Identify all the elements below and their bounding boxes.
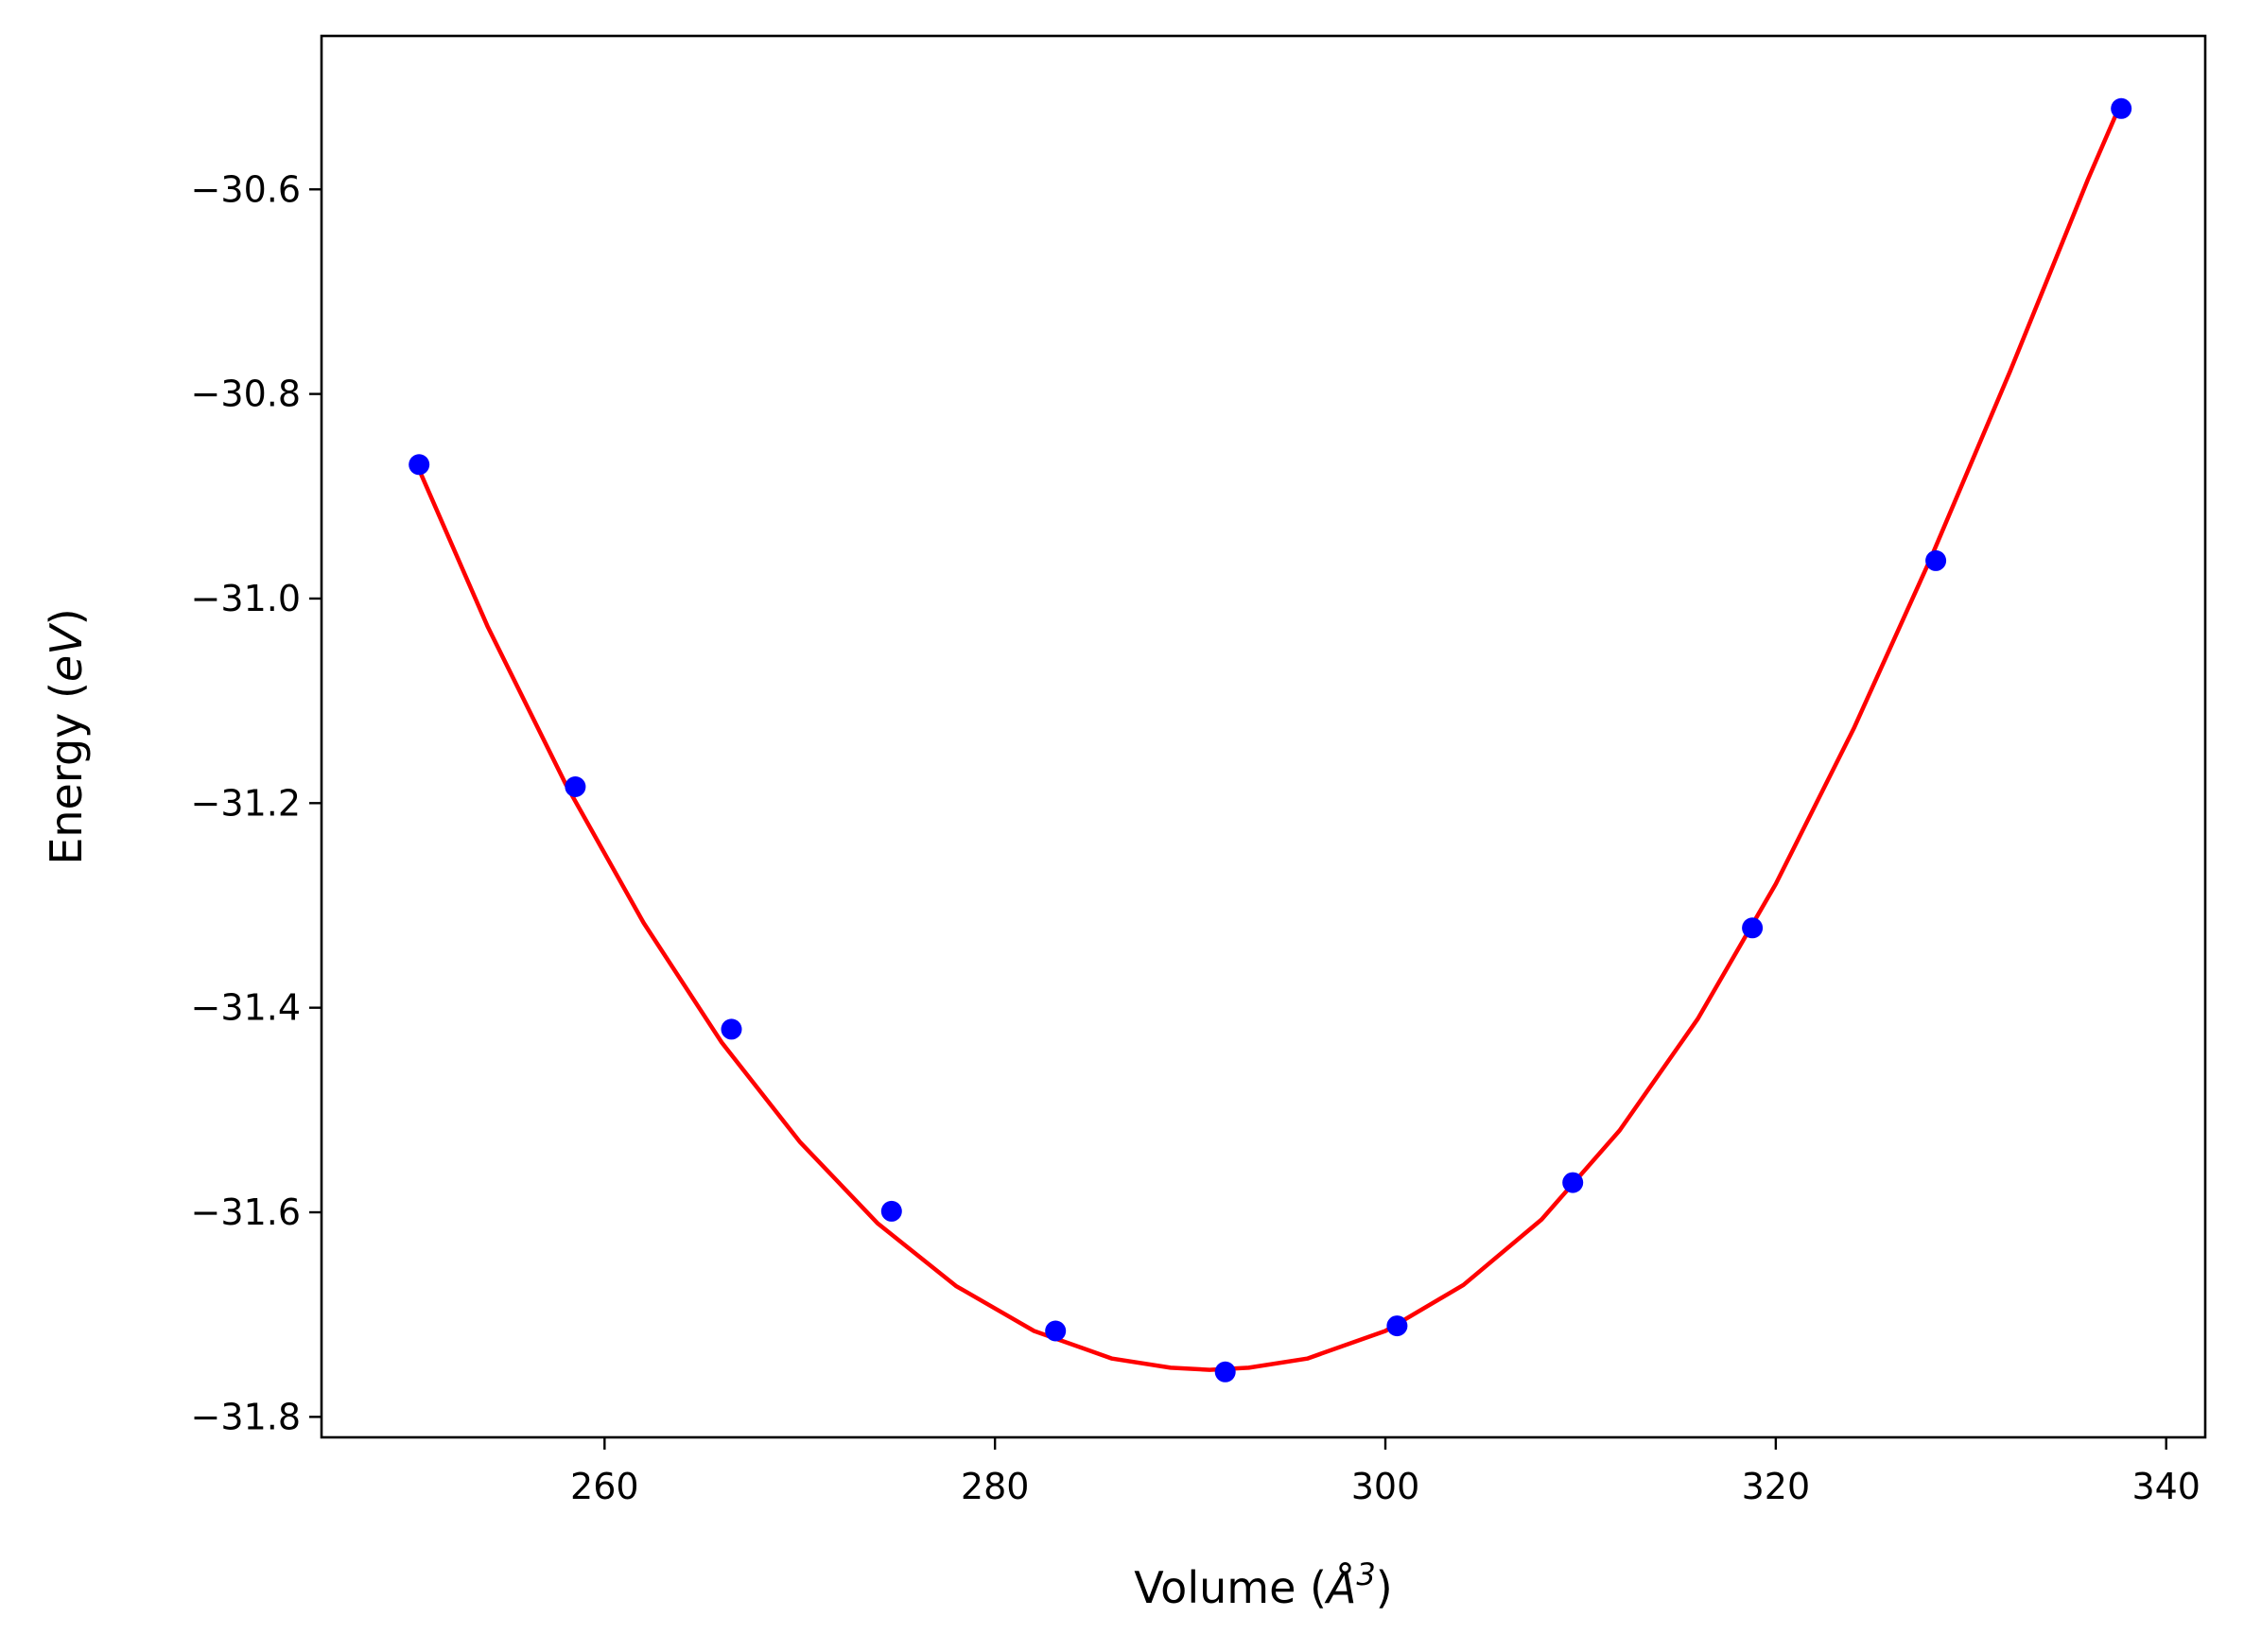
y-tick-label: −30.6 bbox=[191, 168, 301, 210]
data-point-7 bbox=[1386, 1315, 1408, 1337]
x-tick-label: 260 bbox=[570, 1466, 639, 1507]
plot-area bbox=[409, 97, 2132, 1382]
data-point-3 bbox=[721, 1018, 742, 1040]
data-point-11 bbox=[2111, 97, 2132, 119]
axes-frame bbox=[320, 34, 2207, 1439]
data-point-6 bbox=[1214, 1361, 1236, 1382]
y-axis-title: Energy (eV) bbox=[41, 608, 92, 864]
y-tick-label: −31.6 bbox=[191, 1191, 301, 1233]
y-tick-label: −31.4 bbox=[191, 987, 301, 1029]
data-point-1 bbox=[409, 454, 430, 476]
data-point-8 bbox=[1562, 1172, 1584, 1193]
data-point-2 bbox=[565, 776, 586, 797]
data-point-9 bbox=[1742, 917, 1764, 939]
y-tick-label: −31.8 bbox=[191, 1396, 301, 1437]
y-tick-label: −30.8 bbox=[191, 374, 301, 415]
data-point-10 bbox=[1925, 549, 1947, 571]
y-tick-label: −31.2 bbox=[191, 782, 301, 824]
y-tick-label: −31.0 bbox=[191, 578, 301, 619]
x-axis-ticks: 260 280 300 320 340 bbox=[570, 1437, 2201, 1507]
y-axis-ticks: −31.8 −31.6 −31.4 −31.2 −31.0 −30.8 −30.6 bbox=[191, 168, 322, 1437]
data-point-4 bbox=[880, 1200, 902, 1222]
x-tick-label: 340 bbox=[2131, 1466, 2201, 1507]
x-tick-label: 320 bbox=[1742, 1466, 1811, 1507]
x-tick-label: 280 bbox=[961, 1466, 1030, 1507]
data-point-5 bbox=[1045, 1320, 1067, 1342]
x-axis-title: Volume (Å3) bbox=[1134, 1556, 1392, 1613]
fit-curve-line bbox=[417, 101, 2124, 1372]
x-tick-label: 300 bbox=[1351, 1466, 1420, 1507]
